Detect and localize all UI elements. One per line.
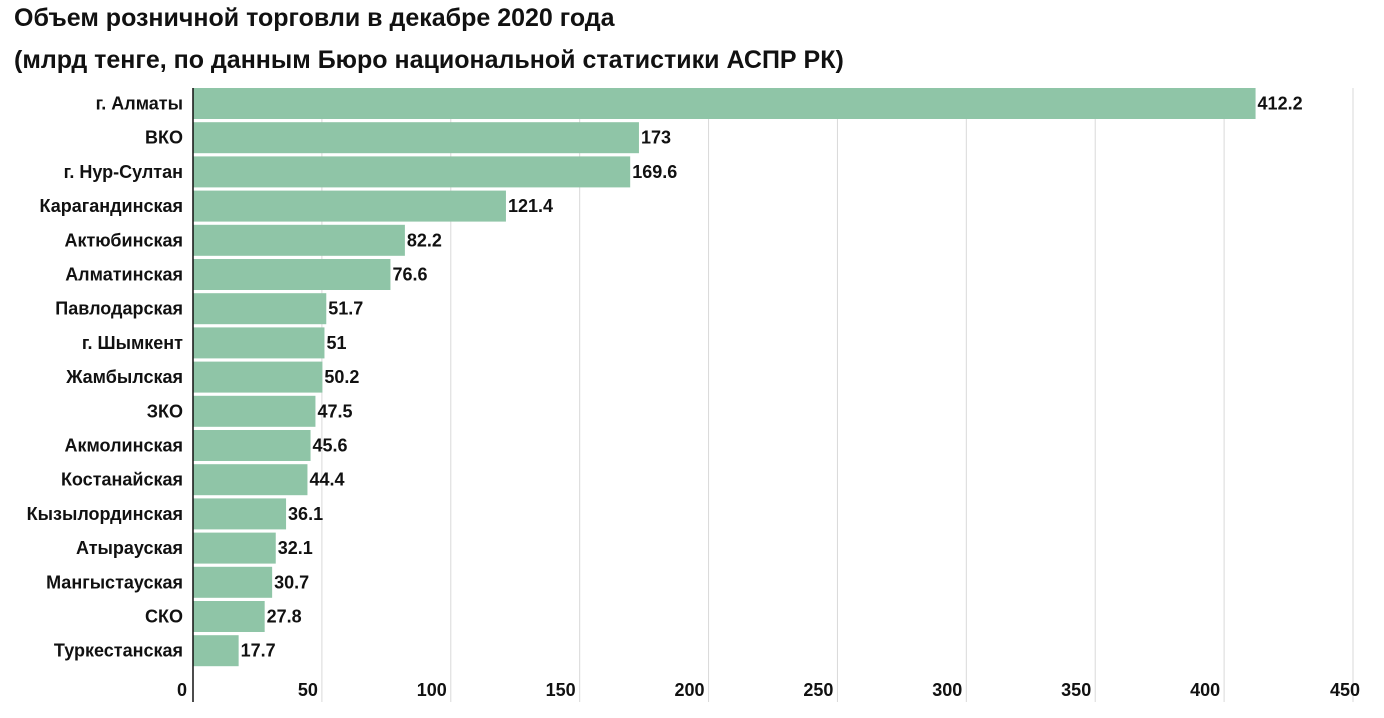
data-label: 412.2 [1258, 94, 1303, 114]
category-label: ЗКО [147, 401, 183, 421]
category-label: Жамбылская [65, 367, 183, 387]
category-label: Атырауская [76, 538, 183, 558]
category-label: г. Алматы [96, 94, 183, 114]
data-label: 44.4 [309, 470, 344, 490]
bar [193, 259, 391, 290]
bar [193, 88, 1256, 119]
x-tick-label: 450 [1330, 680, 1360, 700]
bar [193, 361, 323, 393]
data-label: 51 [326, 333, 346, 353]
category-label: Павлодарская [55, 299, 183, 319]
bar [193, 430, 311, 461]
x-tick-label: 300 [932, 680, 962, 700]
bar [193, 635, 239, 667]
category-label: Алматинская [65, 265, 183, 285]
data-label: 36.1 [288, 504, 323, 524]
bar [193, 395, 316, 427]
data-label: 82.2 [407, 230, 442, 250]
data-label: 121.4 [508, 196, 553, 216]
category-label: Костанайская [61, 470, 183, 490]
category-label: Туркестанская [54, 641, 183, 661]
x-tick-label: 400 [1190, 680, 1220, 700]
bar [193, 566, 273, 598]
data-label: 32.1 [278, 538, 313, 558]
category-label: СКО [145, 607, 183, 627]
bar [193, 293, 327, 325]
category-label: г. Нур-Султан [64, 162, 183, 182]
x-tick-label: 100 [417, 680, 447, 700]
bar [193, 464, 308, 496]
category-label: ВКО [145, 128, 183, 148]
bar [193, 532, 276, 564]
x-tick-label: 150 [546, 680, 576, 700]
category-label: Карагандинская [40, 196, 184, 216]
x-tick-label: 350 [1061, 680, 1091, 700]
bar [193, 498, 287, 530]
bar [193, 122, 639, 154]
chart-title-line-2: (млрд тенге, по данным Бюро национальной… [14, 46, 844, 74]
x-tick-label: 0 [177, 680, 187, 700]
bar [193, 601, 265, 632]
data-label: 47.5 [317, 401, 352, 421]
data-label: 51.7 [328, 299, 363, 319]
data-label: 50.2 [324, 367, 359, 387]
bar [193, 156, 631, 188]
data-label: 45.6 [313, 436, 348, 456]
category-label: г. Шымкент [82, 333, 183, 353]
data-label: 173 [641, 128, 671, 148]
bar [193, 190, 506, 222]
category-label: Кызылординская [27, 504, 183, 524]
data-label: 30.7 [274, 572, 309, 592]
chart-title-line-1: Объем розничной торговли в декабре 2020 … [14, 4, 615, 32]
x-tick-label: 50 [298, 680, 318, 700]
category-label: Акмолинская [64, 436, 183, 456]
data-label: 76.6 [392, 265, 427, 285]
bar [193, 224, 405, 256]
x-tick-label: 200 [675, 680, 705, 700]
category-label: Мангыстауская [46, 572, 183, 592]
data-label: 169.6 [632, 162, 677, 182]
data-label: 27.8 [267, 607, 302, 627]
bar [193, 327, 325, 359]
data-label: 17.7 [241, 641, 276, 661]
category-label: Актюбинская [64, 230, 183, 250]
x-tick-label: 250 [803, 680, 833, 700]
